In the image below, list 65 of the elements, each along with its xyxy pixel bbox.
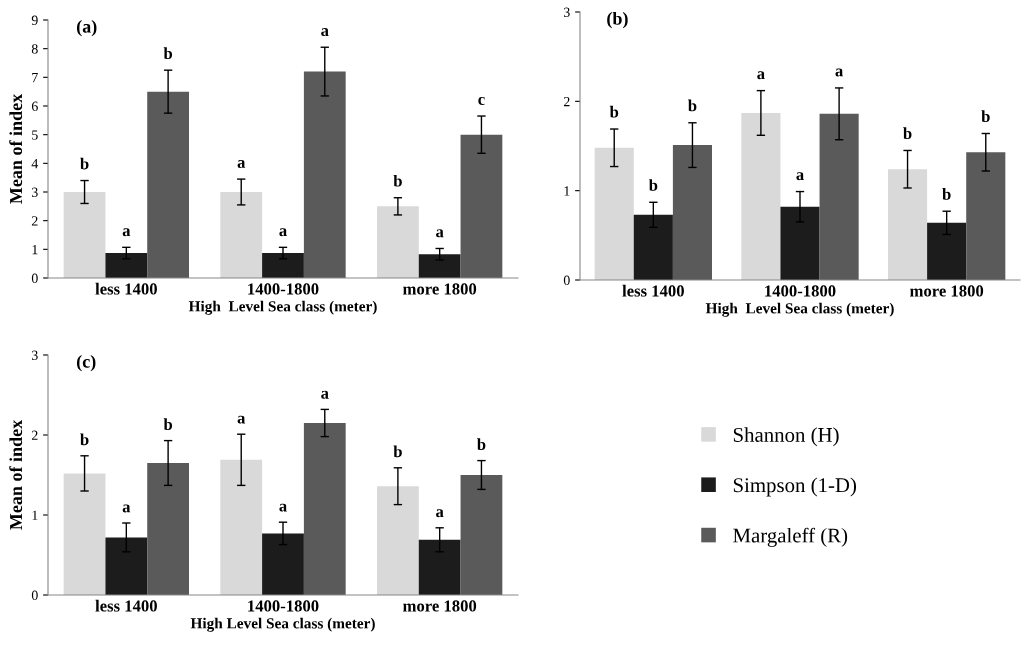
data-label: a — [436, 509, 444, 518]
y-tick-label: 2 — [31, 216, 38, 226]
data-label: a — [279, 228, 287, 237]
chart-title: (c) — [76, 355, 96, 372]
data-label: b — [648, 179, 658, 191]
y-tick-label: 9 — [31, 15, 38, 25]
y-tick-label: 0 — [563, 275, 570, 285]
data-label: b — [477, 438, 486, 451]
y-tick-label: 0 — [31, 273, 38, 283]
data-label: b — [163, 418, 173, 431]
y-tick-label: 1 — [32, 244, 38, 255]
y-tick-label: 7 — [32, 73, 38, 83]
data-label: b — [942, 188, 951, 200]
data-label: b — [80, 433, 89, 446]
y-tick-label: 6 — [31, 101, 38, 111]
data-label: a — [757, 71, 765, 80]
data-label: b — [609, 105, 619, 118]
legend-label: Simpson (1-D) — [733, 477, 856, 497]
y-tick-label: 2 — [31, 430, 38, 440]
data-label: c — [478, 96, 485, 105]
chart-title: (a) — [76, 20, 97, 37]
data-label: a — [796, 172, 804, 181]
data-label: b — [903, 127, 912, 140]
y-axis-title: Mean of index — [9, 93, 23, 204]
chart-title: (b) — [607, 12, 628, 29]
y-tick-label: 3 — [32, 187, 38, 197]
x-tick-label: 1400-1800 — [248, 600, 319, 612]
legend-label: Shannon (H) — [733, 427, 839, 447]
x-axis-title: High Level Sea class (meter) — [705, 302, 894, 317]
data-label: a — [237, 415, 246, 424]
data-label: a — [835, 68, 844, 77]
data-label: a — [321, 390, 329, 399]
data-label: a — [237, 159, 246, 168]
x-tick-label: 1400-1800 — [248, 283, 319, 295]
data-label: b — [981, 110, 990, 123]
y-tick-label: 5 — [32, 130, 38, 140]
x-tick-label: more 1800 — [910, 285, 984, 297]
x-tick-label: less 1400 — [95, 599, 157, 612]
x-tick-label: less 1400 — [95, 282, 157, 295]
y-tick-label: 1 — [32, 510, 38, 520]
data-label: b — [688, 99, 697, 112]
data-label: a — [122, 228, 131, 237]
y-tick-label: 8 — [31, 44, 38, 54]
y-tick-label: 1 — [564, 186, 570, 196]
data-label: b — [393, 445, 402, 458]
data-label: b — [393, 174, 402, 187]
x-axis-title: High Level Sea class (meter) — [190, 617, 375, 632]
data-label: a — [122, 504, 131, 513]
x-tick-label: more 1800 — [403, 600, 477, 612]
y-tick-label: 2 — [563, 96, 570, 107]
y-axis-title: Mean of index — [9, 419, 23, 530]
y-tick-label: 3 — [32, 350, 38, 360]
data-label: a — [436, 229, 444, 238]
x-axis-title: High Level Sea class (meter) — [188, 300, 377, 315]
data-label: a — [279, 503, 287, 512]
y-tick-label: 4 — [31, 159, 39, 169]
y-tick-label: 0 — [31, 590, 38, 600]
x-tick-label: more 1800 — [403, 283, 477, 295]
legend-label: Margaleff (R) — [733, 527, 848, 547]
data-label: a — [321, 28, 329, 37]
x-tick-label: less 1400 — [622, 284, 684, 297]
x-tick-label: 1400-1800 — [765, 285, 836, 297]
y-tick-label: 3 — [564, 7, 570, 17]
data-label: b — [163, 47, 173, 60]
data-label: b — [80, 157, 89, 170]
